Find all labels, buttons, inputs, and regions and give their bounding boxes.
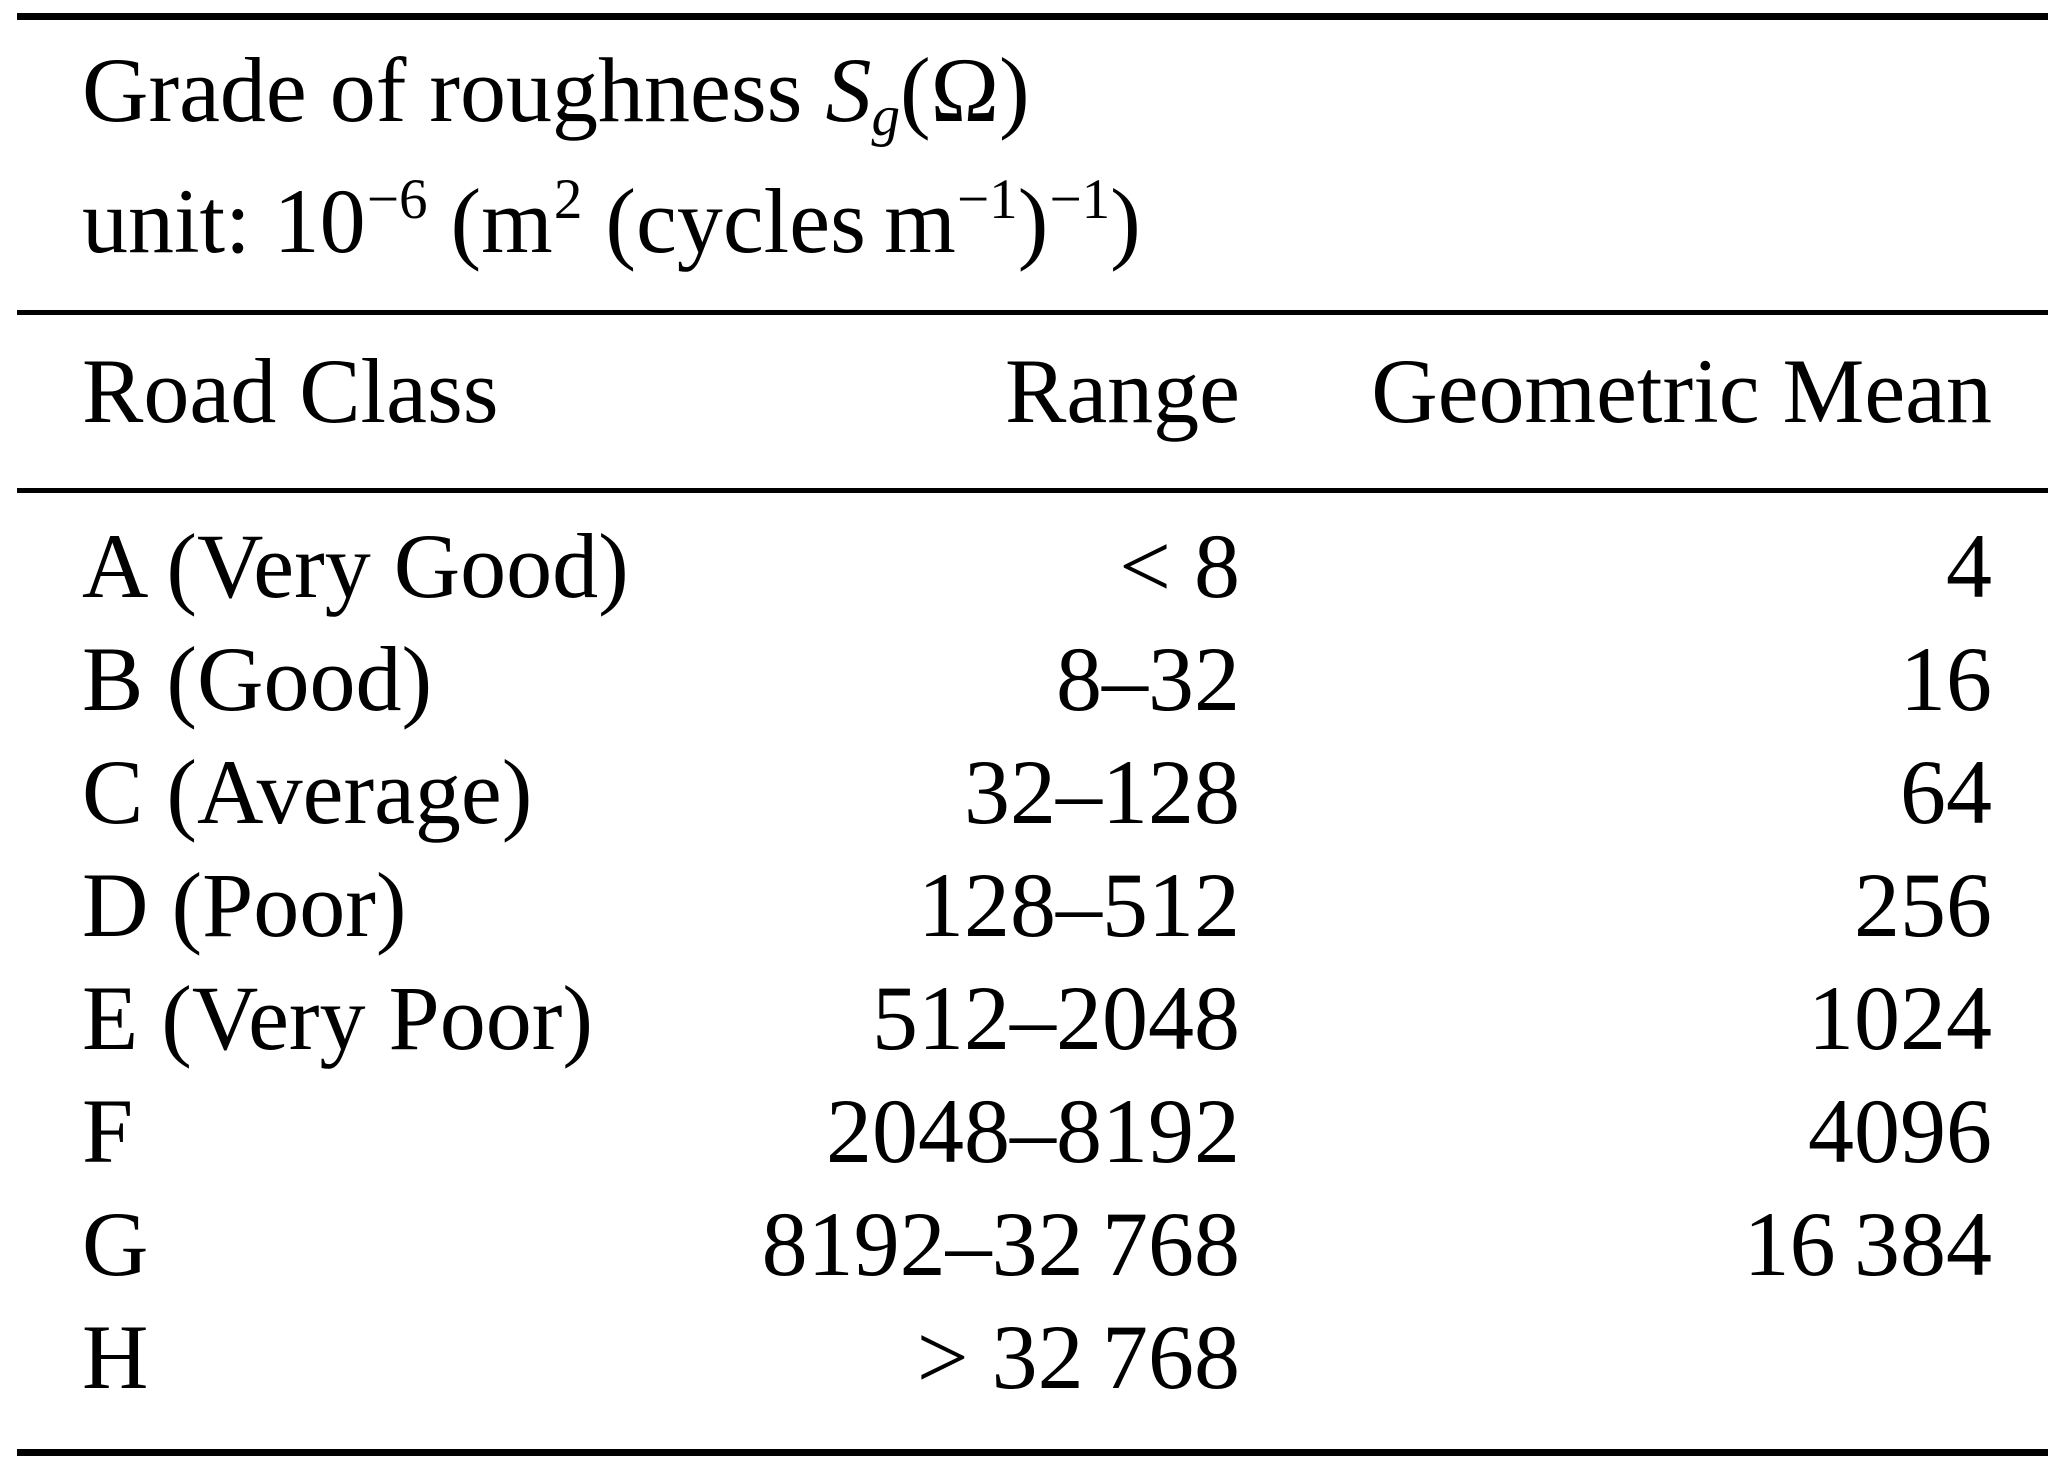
top-rule bbox=[17, 13, 2048, 20]
column-header-row: Road Class Range Geometric Mean bbox=[82, 336, 1992, 446]
column-header-geometric-mean: Geometric Mean bbox=[1371, 340, 1992, 442]
range-cell: 2048–8192 bbox=[826, 1080, 1240, 1182]
geometric-mean-cell: 4 bbox=[1946, 515, 1992, 617]
road-class-cell: A (Very Good) bbox=[82, 515, 629, 617]
geometric-mean-cell: 16 384 bbox=[1743, 1193, 1992, 1295]
caption-omega-argument: (Ω) bbox=[899, 39, 1030, 141]
bottom-rule bbox=[17, 1449, 2048, 1456]
road-class-cell: C (Average) bbox=[82, 741, 533, 843]
unit-exponent-minus6: −6 bbox=[366, 167, 428, 231]
caption-divider-rule bbox=[17, 310, 2048, 315]
range-cell: > 32 768 bbox=[916, 1306, 1240, 1408]
geometric-mean-cell: 64 bbox=[1900, 741, 1992, 843]
geometric-mean-cell bbox=[1240, 1301, 1992, 1414]
road-class-cell: E (Very Poor) bbox=[82, 967, 593, 1069]
caption-symbol-S: S bbox=[825, 39, 872, 141]
unit-prefix: unit: 10 bbox=[82, 170, 366, 272]
range-cell: 128–512 bbox=[918, 854, 1240, 956]
road-class-cell: D (Poor) bbox=[82, 854, 407, 956]
column-header-range: Range bbox=[1004, 340, 1240, 442]
table-caption: Grade of roughness Sg(Ω) unit: 10−6 (m2 … bbox=[82, 31, 1141, 293]
column-header-road-class: Road Class bbox=[82, 340, 499, 442]
caption-line-title: Grade of roughness Sg(Ω) bbox=[82, 31, 1141, 162]
unit-exponent-2: 2 bbox=[553, 167, 583, 231]
unit-exponent-minus1b: −1 bbox=[1049, 167, 1111, 231]
road-class-cell: B (Good) bbox=[82, 628, 433, 730]
unit-mid3: ) bbox=[1017, 170, 1049, 272]
header-divider-rule bbox=[17, 488, 2048, 493]
unit-exponent-minus1a: −1 bbox=[957, 167, 1018, 231]
unit-mid1: (m bbox=[427, 170, 553, 272]
unit-mid2: (cycles m bbox=[582, 170, 956, 272]
geometric-mean-cell: 1024 bbox=[1808, 967, 1992, 1069]
range-cell: 8–32 bbox=[1056, 628, 1240, 730]
caption-line-unit: unit: 10−6 (m2 (cycles m−1)−1) bbox=[82, 162, 1141, 293]
table-body: A (Very Good) < 8 4 B (Good) 8–32 16 C (… bbox=[82, 510, 1992, 1414]
range-cell: 32–128 bbox=[964, 741, 1240, 843]
range-cell: < 8 bbox=[1119, 515, 1240, 617]
road-class-cell: H bbox=[82, 1306, 149, 1408]
caption-subscript-g: g bbox=[871, 84, 900, 148]
geometric-mean-cell: 256 bbox=[1854, 854, 1992, 956]
geometric-mean-cell: 4096 bbox=[1808, 1080, 1992, 1182]
range-cell: 512–2048 bbox=[872, 967, 1240, 1069]
unit-suffix: ) bbox=[1110, 170, 1141, 272]
range-cell: 8192–32 768 bbox=[761, 1193, 1240, 1295]
road-class-cell: F bbox=[82, 1080, 134, 1182]
geometric-mean-cell: 16 bbox=[1900, 628, 1992, 730]
caption-title-text: Grade of roughness bbox=[82, 39, 826, 141]
road-class-cell: G bbox=[82, 1193, 149, 1295]
